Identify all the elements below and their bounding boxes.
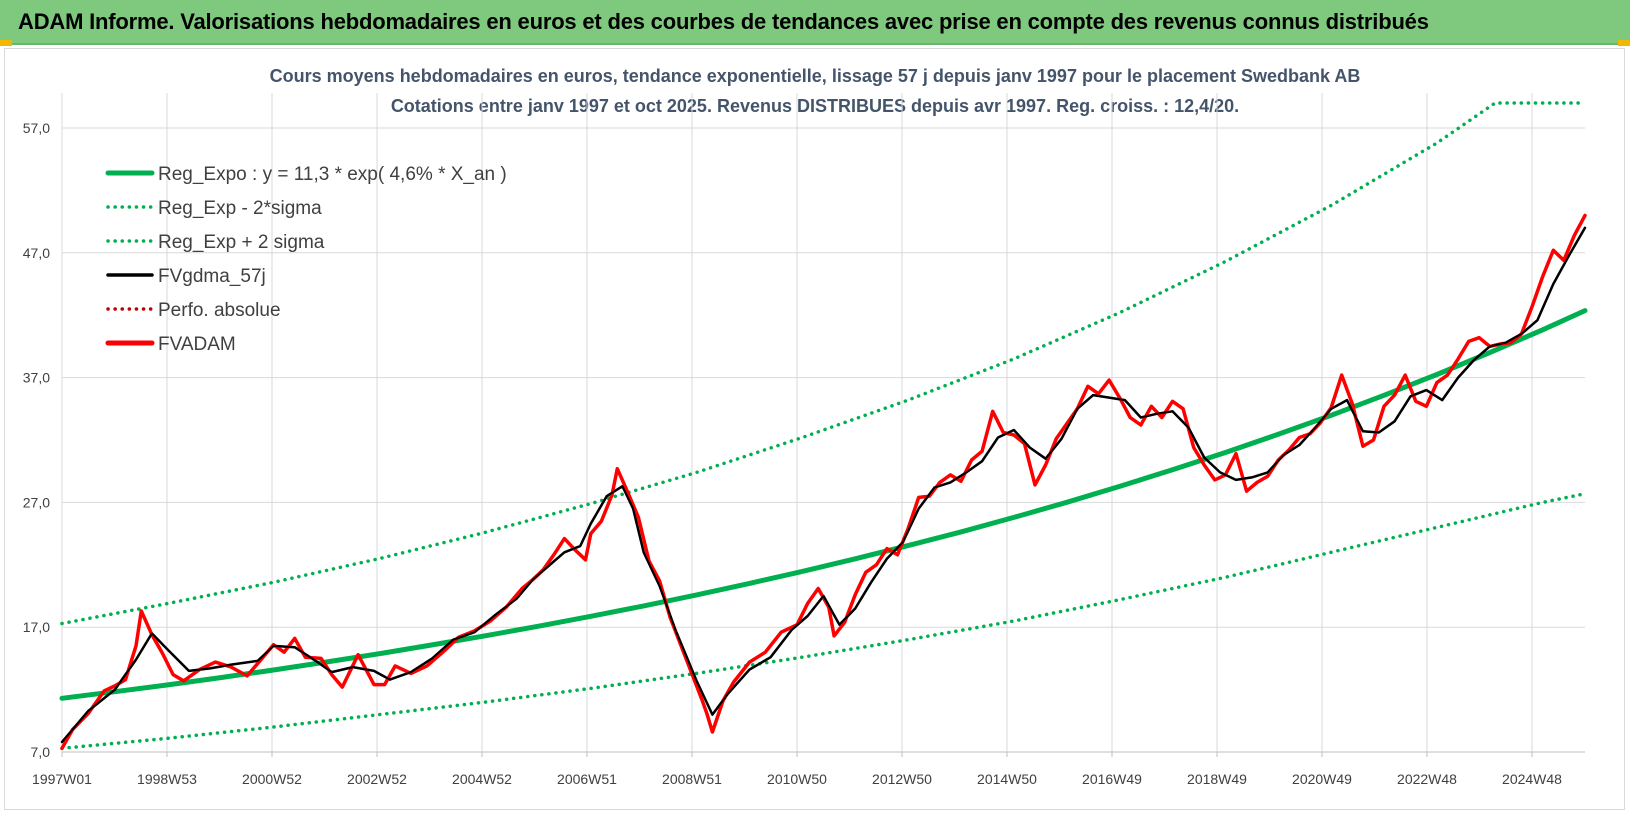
x-tick-label: 2014W50 (977, 771, 1037, 787)
plot-area (59, 101, 1588, 751)
y-tick-label: 7,0 (31, 744, 51, 760)
y-tick-label: 57,0 (23, 120, 50, 136)
legend-label: FVgdma_57j (158, 266, 266, 287)
y-tick-label: 37,0 (23, 370, 50, 386)
legend-label: Reg_Exp + 2 sigma (158, 232, 325, 253)
x-tick-label: 2020W49 (1292, 771, 1352, 787)
y-tick-label: 47,0 (23, 245, 50, 261)
x-tick-label: 2008W51 (662, 771, 722, 787)
grid-lines (61, 93, 1585, 757)
axis-labels: 7,0 17,0 27,0 37,0 47,0 57,0 1997W01 1998W53 200… (23, 120, 1562, 787)
legend-label: Reg_Expo : y = 11,3 * exp( 4,6% * X_an ) (158, 164, 507, 185)
x-tick-label: 2024W48 (1502, 771, 1562, 787)
report-banner: ADAM Informe. Valorisations hebdomadaire… (0, 0, 1630, 45)
x-tick-label: 2012W50 (872, 771, 932, 787)
series-line-smoothed-overlay (61, 227, 1586, 743)
series-line-3 (60, 226, 1587, 744)
x-tick-label: 2010W50 (767, 771, 827, 787)
series-line-2 (60, 101, 1587, 626)
x-tick-label: 2000W52 (242, 771, 302, 787)
x-tick-label: 2022W48 (1397, 771, 1457, 787)
x-tick-label: 2006W51 (557, 771, 617, 787)
chart-frame (4, 48, 1625, 810)
x-tick-label: 2016W49 (1082, 771, 1142, 787)
y-tick-label: 27,0 (23, 494, 50, 510)
x-tick-label: 1998W53 (137, 771, 197, 787)
x-tick-label: 2004W52 (452, 771, 512, 787)
x-tick-label: 1997W01 (32, 771, 92, 787)
report-title: ADAM Informe. Valorisations hebdomadaire… (18, 9, 1429, 34)
chart-title: Cours moyens hebdomadaires en euros, ten… (269, 66, 1361, 86)
x-tick-label: 2018W49 (1187, 771, 1247, 787)
chart-subtitle: Cotations entre janv 1997 et oct 2025. R… (390, 96, 1240, 116)
legend: Reg_Expo : y = 11,3 * exp( 4,6% * X_an )… (105, 164, 507, 355)
series-line-1 (60, 491, 1587, 751)
legend-label: Perfo. absolue (158, 300, 281, 321)
corner-marker-right (1618, 40, 1630, 46)
x-tick-label: 2002W52 (347, 771, 407, 787)
series-line-5 (60, 213, 1587, 751)
legend-label: FVADAM (158, 334, 236, 355)
y-tick-label: 17,0 (23, 619, 50, 635)
legend-label: Reg_Exp - 2*sigma (158, 198, 322, 219)
series-line-0 (59, 308, 1588, 701)
corner-marker-left (0, 40, 12, 46)
